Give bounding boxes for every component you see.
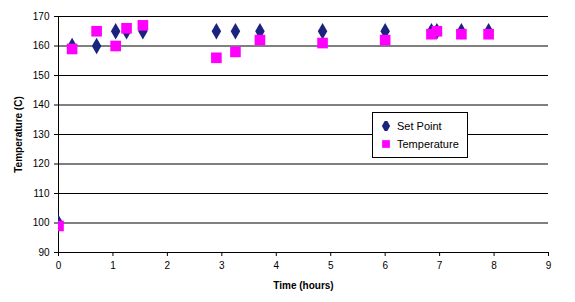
svg-text:0: 0 bbox=[56, 260, 62, 271]
svg-text:130: 130 bbox=[33, 129, 50, 140]
html-text:Set Point: Set Point bbox=[397, 120, 442, 132]
svg-text:170: 170 bbox=[33, 11, 50, 22]
svg-text:90: 90 bbox=[38, 247, 50, 258]
svg-text:3: 3 bbox=[219, 260, 225, 271]
svg-text:1: 1 bbox=[110, 260, 116, 271]
svg-text:100: 100 bbox=[33, 217, 50, 228]
svg-text:Temperature (C): Temperature (C) bbox=[13, 96, 24, 173]
svg-text:160: 160 bbox=[33, 40, 50, 51]
html-text:Temperature: Temperature bbox=[397, 138, 459, 150]
svg-text:5: 5 bbox=[328, 260, 334, 271]
svg-text:9: 9 bbox=[546, 260, 552, 271]
svg-text:120: 120 bbox=[33, 158, 50, 169]
svg-text:4: 4 bbox=[273, 260, 279, 271]
svg-text:Time (hours): Time (hours) bbox=[273, 280, 333, 291]
svg-text:6: 6 bbox=[382, 260, 388, 271]
svg-text:2: 2 bbox=[165, 260, 171, 271]
svg-text:140: 140 bbox=[33, 99, 50, 110]
svg-text:8: 8 bbox=[491, 260, 497, 271]
svg-text:110: 110 bbox=[34, 188, 50, 199]
svg-text:150: 150 bbox=[33, 70, 50, 81]
svg-text:7: 7 bbox=[437, 260, 443, 271]
